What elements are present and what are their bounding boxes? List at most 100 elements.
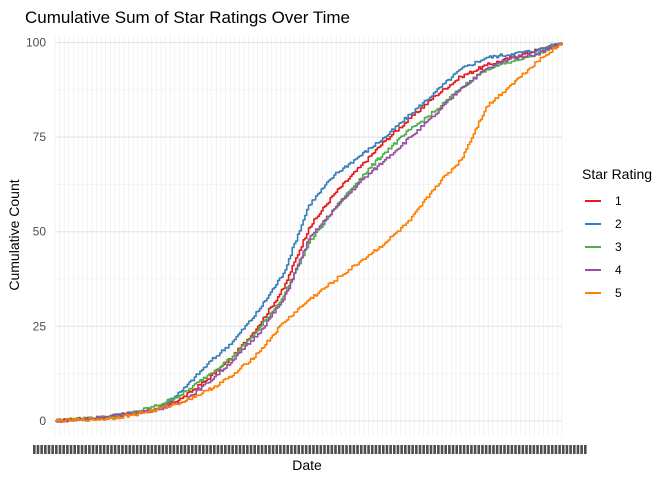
x-tick-label: [216, 445, 220, 454]
x-tick-label: [517, 445, 521, 454]
x-tick-label: [106, 445, 110, 454]
x-tick-label: [315, 445, 319, 454]
x-tick-label: [514, 445, 517, 454]
x-tick-label: [110, 445, 113, 454]
x-tick-label: [143, 445, 146, 454]
x-tick-label: [411, 445, 414, 454]
x-tick-label: [547, 445, 550, 454]
x-tick-label: [293, 445, 297, 454]
x-tick-label: [157, 445, 161, 454]
x-tick-label: [510, 445, 514, 454]
x-tick-label: [506, 445, 510, 454]
x-tick-label: [124, 445, 128, 454]
x-tick-label: [47, 445, 51, 454]
x-tick-label: [44, 445, 47, 454]
x-tick-label: [550, 445, 554, 454]
x-tick-label: [154, 445, 157, 454]
x-tick-label: [525, 445, 528, 454]
x-tick-label: [323, 445, 326, 454]
x-tick-label: [466, 445, 470, 454]
x-tick-label: [326, 445, 330, 454]
x-tick-label: [418, 445, 422, 454]
legend-label-3: 3: [615, 240, 622, 254]
y-axis-title: Cumulative Count: [6, 179, 22, 290]
x-tick-label: [448, 445, 451, 454]
x-tick-label: [330, 445, 334, 454]
x-tick-label: [481, 445, 484, 454]
x-tick-label: [168, 445, 172, 454]
x-tick-label: [572, 445, 576, 454]
x-tick-label: [84, 445, 88, 454]
x-tick-label: [117, 445, 121, 454]
x-tick-label: [246, 445, 249, 454]
x-tick-label: [308, 445, 312, 454]
x-tick-label: [426, 445, 429, 454]
x-tick-label: [374, 445, 378, 454]
x-tick-label: [161, 445, 165, 454]
x-tick-label: [554, 445, 558, 454]
x-tick-label: [341, 445, 345, 454]
x-tick-label: [455, 445, 459, 454]
x-tick-label: [286, 445, 290, 454]
x-tick-label: [150, 445, 154, 454]
x-tick-label: [389, 445, 392, 454]
x-tick-label: [51, 445, 54, 454]
x-tick-label: [190, 445, 194, 454]
x-tick-label: [80, 445, 84, 454]
x-tick-label: [495, 445, 499, 454]
x-tick-label: [521, 445, 525, 454]
x-tick-label: [385, 445, 389, 454]
x-tick-label: [422, 445, 425, 454]
x-tick-label: [205, 445, 209, 454]
x-tick-label: [381, 445, 385, 454]
x-tick-label: [528, 445, 532, 454]
y-tick-label: 50: [33, 225, 47, 239]
y-tick-label: 75: [33, 130, 47, 144]
x-tick-label: [264, 445, 268, 454]
x-tick-label: [279, 445, 282, 454]
x-tick-label: [312, 445, 315, 454]
x-tick-label: [238, 445, 242, 454]
x-tick-label: [55, 445, 58, 454]
x-tick-label: [257, 445, 260, 454]
x-tick-label: [36, 445, 40, 454]
x-tick-label: [271, 445, 275, 454]
x-axis-title: Date: [292, 457, 322, 473]
x-tick-label: [209, 445, 212, 454]
x-tick-label: [40, 445, 43, 454]
x-tick-label: [242, 445, 245, 454]
x-tick-label: [558, 445, 561, 454]
series-lines: [55, 42, 563, 423]
x-tick-label: [359, 445, 363, 454]
legend-label-2: 2: [615, 217, 622, 231]
x-tick-label: [220, 445, 223, 454]
x-tick-label: [33, 445, 36, 454]
x-tick-label: [282, 445, 286, 454]
x-tick-label: [352, 445, 356, 454]
x-tick-label: [301, 445, 304, 454]
y-tick-label: 25: [33, 319, 47, 333]
x-tick-label: [297, 445, 301, 454]
x-tick-label: [444, 445, 448, 454]
x-tick-label: [429, 445, 433, 454]
x-tick-label: [253, 445, 256, 454]
x-tick-label: [113, 445, 117, 454]
x-tick-label: [304, 445, 308, 454]
x-tick-label: [532, 445, 536, 454]
x-tick-label: [121, 445, 124, 454]
series-line-5: [55, 42, 563, 423]
x-tick-label: [66, 445, 69, 454]
x-tick-label: [415, 445, 418, 454]
x-tick-label: [484, 445, 488, 454]
x-tick-label: [407, 445, 411, 454]
x-tick-label: [62, 445, 65, 454]
legend-label-1: 1: [615, 194, 622, 208]
x-tick-label: [348, 445, 352, 454]
x-tick-label: [290, 445, 293, 454]
legend-label-4: 4: [615, 263, 622, 277]
x-tick-label: [194, 445, 198, 454]
x-tick-label: [88, 445, 91, 454]
x-tick-label: [488, 445, 492, 454]
x-tick-label: [176, 445, 179, 454]
x-tick-label: [231, 445, 234, 454]
